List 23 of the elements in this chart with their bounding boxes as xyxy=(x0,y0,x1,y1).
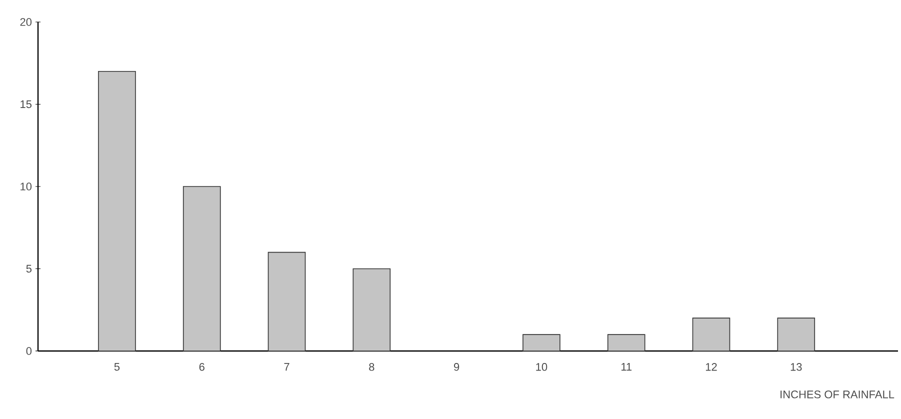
x-tick-label: 6 xyxy=(199,363,204,371)
x-tick-label: 11 xyxy=(621,363,632,371)
bar xyxy=(98,70,136,352)
x-tick-label: 7 xyxy=(284,363,290,371)
x-axis-title: INCHES OF RAINFALL xyxy=(780,390,894,398)
bar xyxy=(268,252,306,352)
y-tick-label: 20 xyxy=(20,18,32,26)
bar xyxy=(352,268,391,352)
y-tick-label: 5 xyxy=(26,264,32,273)
x-tick-label: 13 xyxy=(790,363,802,371)
bar xyxy=(692,318,730,352)
y-tick-label: 15 xyxy=(20,100,32,108)
bar xyxy=(607,334,646,352)
bar xyxy=(182,186,221,352)
y-tick-label: 0 xyxy=(26,347,32,355)
y-tick-label: 10 xyxy=(20,182,32,190)
x-tick-label: 10 xyxy=(536,363,548,371)
x-tick-label: 9 xyxy=(454,363,460,371)
x-tick-label: 8 xyxy=(369,363,374,371)
x-tick-label: 5 xyxy=(114,363,120,371)
x-tick-label: 12 xyxy=(706,363,717,371)
bar xyxy=(777,318,816,352)
bar xyxy=(522,334,560,352)
